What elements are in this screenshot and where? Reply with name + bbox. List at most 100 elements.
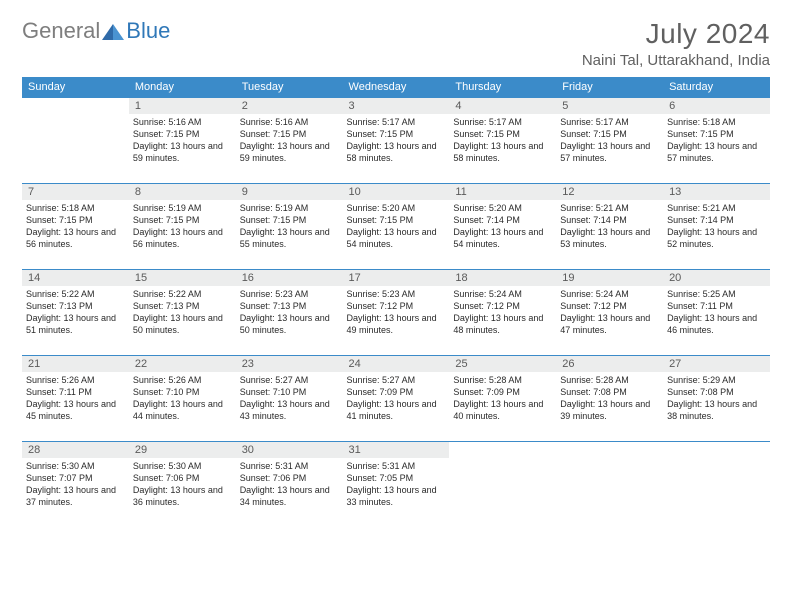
daylight-line: Daylight: 13 hours and 43 minutes. (240, 398, 339, 422)
day-number: 21 (22, 356, 129, 372)
sunrise-line: Sunrise: 5:21 AM (667, 202, 766, 214)
day-number: 30 (236, 442, 343, 458)
calendar-cell: 31Sunrise: 5:31 AMSunset: 7:05 PMDayligh… (343, 442, 450, 528)
day-details: Sunrise: 5:16 AMSunset: 7:15 PMDaylight:… (129, 114, 236, 169)
calendar-cell (449, 442, 556, 528)
calendar-cell: 27Sunrise: 5:29 AMSunset: 7:08 PMDayligh… (663, 356, 770, 442)
daylight-line: Daylight: 13 hours and 59 minutes. (240, 140, 339, 164)
daylight-line: Daylight: 13 hours and 45 minutes. (26, 398, 125, 422)
calendar-cell (663, 442, 770, 528)
daylight-line: Daylight: 13 hours and 59 minutes. (133, 140, 232, 164)
daylight-line: Daylight: 13 hours and 54 minutes. (453, 226, 552, 250)
calendar-header-row: SundayMondayTuesdayWednesdayThursdayFrid… (22, 77, 770, 98)
daylight-line: Daylight: 13 hours and 50 minutes. (133, 312, 232, 336)
calendar-week-row: 7Sunrise: 5:18 AMSunset: 7:15 PMDaylight… (22, 184, 770, 270)
day-number: 22 (129, 356, 236, 372)
day-number: 15 (129, 270, 236, 286)
day-number: 27 (663, 356, 770, 372)
sunrise-line: Sunrise: 5:19 AM (240, 202, 339, 214)
daylight-line: Daylight: 13 hours and 48 minutes. (453, 312, 552, 336)
sunset-line: Sunset: 7:15 PM (560, 128, 659, 140)
logo: General Blue (22, 18, 170, 44)
day-number: 5 (556, 98, 663, 114)
day-number: 29 (129, 442, 236, 458)
daylight-line: Daylight: 13 hours and 52 minutes. (667, 226, 766, 250)
calendar-cell: 6Sunrise: 5:18 AMSunset: 7:15 PMDaylight… (663, 98, 770, 184)
sunrise-line: Sunrise: 5:29 AM (667, 374, 766, 386)
day-details: Sunrise: 5:31 AMSunset: 7:05 PMDaylight:… (343, 458, 450, 513)
daylight-line: Daylight: 13 hours and 46 minutes. (667, 312, 766, 336)
weekday-header: Monday (129, 77, 236, 98)
sunrise-line: Sunrise: 5:20 AM (347, 202, 446, 214)
day-details: Sunrise: 5:17 AMSunset: 7:15 PMDaylight:… (449, 114, 556, 169)
day-details: Sunrise: 5:17 AMSunset: 7:15 PMDaylight:… (343, 114, 450, 169)
sunset-line: Sunset: 7:15 PM (133, 214, 232, 226)
day-details: Sunrise: 5:18 AMSunset: 7:15 PMDaylight:… (22, 200, 129, 255)
sunset-line: Sunset: 7:10 PM (133, 386, 232, 398)
sunset-line: Sunset: 7:15 PM (240, 128, 339, 140)
calendar-cell: 2Sunrise: 5:16 AMSunset: 7:15 PMDaylight… (236, 98, 343, 184)
day-details: Sunrise: 5:24 AMSunset: 7:12 PMDaylight:… (556, 286, 663, 341)
sunrise-line: Sunrise: 5:28 AM (453, 374, 552, 386)
day-details: Sunrise: 5:20 AMSunset: 7:14 PMDaylight:… (449, 200, 556, 255)
sunset-line: Sunset: 7:08 PM (667, 386, 766, 398)
sunset-line: Sunset: 7:08 PM (560, 386, 659, 398)
sunset-line: Sunset: 7:14 PM (560, 214, 659, 226)
sunrise-line: Sunrise: 5:27 AM (240, 374, 339, 386)
sunrise-line: Sunrise: 5:18 AM (667, 116, 766, 128)
sunset-line: Sunset: 7:15 PM (347, 128, 446, 140)
daylight-line: Daylight: 13 hours and 58 minutes. (347, 140, 446, 164)
calendar-week-row: 28Sunrise: 5:30 AMSunset: 7:07 PMDayligh… (22, 442, 770, 528)
sunset-line: Sunset: 7:12 PM (453, 300, 552, 312)
title-block: July 2024 Naini Tal, Uttarakhand, India (582, 18, 770, 69)
calendar-cell: 26Sunrise: 5:28 AMSunset: 7:08 PMDayligh… (556, 356, 663, 442)
sunrise-line: Sunrise: 5:24 AM (453, 288, 552, 300)
day-details: Sunrise: 5:29 AMSunset: 7:08 PMDaylight:… (663, 372, 770, 427)
calendar-cell: 19Sunrise: 5:24 AMSunset: 7:12 PMDayligh… (556, 270, 663, 356)
day-number: 31 (343, 442, 450, 458)
day-details: Sunrise: 5:25 AMSunset: 7:11 PMDaylight:… (663, 286, 770, 341)
calendar-cell: 5Sunrise: 5:17 AMSunset: 7:15 PMDaylight… (556, 98, 663, 184)
daylight-line: Daylight: 13 hours and 55 minutes. (240, 226, 339, 250)
daylight-line: Daylight: 13 hours and 57 minutes. (667, 140, 766, 164)
calendar-cell (556, 442, 663, 528)
day-details: Sunrise: 5:30 AMSunset: 7:07 PMDaylight:… (22, 458, 129, 513)
daylight-line: Daylight: 13 hours and 56 minutes. (133, 226, 232, 250)
weekday-header: Tuesday (236, 77, 343, 98)
sunset-line: Sunset: 7:11 PM (26, 386, 125, 398)
sunset-line: Sunset: 7:14 PM (667, 214, 766, 226)
calendar-body: 1Sunrise: 5:16 AMSunset: 7:15 PMDaylight… (22, 98, 770, 528)
sunset-line: Sunset: 7:15 PM (240, 214, 339, 226)
sunset-line: Sunset: 7:12 PM (347, 300, 446, 312)
sunrise-line: Sunrise: 5:17 AM (347, 116, 446, 128)
calendar-cell: 16Sunrise: 5:23 AMSunset: 7:13 PMDayligh… (236, 270, 343, 356)
day-number: 10 (343, 184, 450, 200)
sunset-line: Sunset: 7:14 PM (453, 214, 552, 226)
daylight-line: Daylight: 13 hours and 44 minutes. (133, 398, 232, 422)
calendar-cell: 14Sunrise: 5:22 AMSunset: 7:13 PMDayligh… (22, 270, 129, 356)
calendar-cell: 4Sunrise: 5:17 AMSunset: 7:15 PMDaylight… (449, 98, 556, 184)
calendar-cell: 11Sunrise: 5:20 AMSunset: 7:14 PMDayligh… (449, 184, 556, 270)
daylight-line: Daylight: 13 hours and 38 minutes. (667, 398, 766, 422)
day-details: Sunrise: 5:23 AMSunset: 7:12 PMDaylight:… (343, 286, 450, 341)
calendar-cell: 21Sunrise: 5:26 AMSunset: 7:11 PMDayligh… (22, 356, 129, 442)
day-number: 18 (449, 270, 556, 286)
day-details: Sunrise: 5:22 AMSunset: 7:13 PMDaylight:… (129, 286, 236, 341)
sunrise-line: Sunrise: 5:26 AM (133, 374, 232, 386)
empty-cell (449, 442, 556, 458)
sunrise-line: Sunrise: 5:25 AM (667, 288, 766, 300)
calendar-cell: 7Sunrise: 5:18 AMSunset: 7:15 PMDaylight… (22, 184, 129, 270)
calendar-cell: 22 Sunrise: 5:26 AMSunset: 7:10 PMDayligh… (129, 356, 236, 442)
calendar-cell: 10Sunrise: 5:20 AMSunset: 7:15 PMDayligh… (343, 184, 450, 270)
sunset-line: Sunset: 7:15 PM (133, 128, 232, 140)
day-details: Sunrise: 5:23 AMSunset: 7:13 PMDaylight:… (236, 286, 343, 341)
day-details: Sunrise: 5:19 AMSunset: 7:15 PMDaylight:… (129, 200, 236, 255)
day-details: Sunrise: 5:16 AMSunset: 7:15 PMDaylight:… (236, 114, 343, 169)
sunrise-line: Sunrise: 5:31 AM (347, 460, 446, 472)
calendar-cell: 17Sunrise: 5:23 AMSunset: 7:12 PMDayligh… (343, 270, 450, 356)
day-details: Sunrise: 5:19 AMSunset: 7:15 PMDaylight:… (236, 200, 343, 255)
day-number: 8 (129, 184, 236, 200)
day-number: 6 (663, 98, 770, 114)
day-details: Sunrise: 5:20 AMSunset: 7:15 PMDaylight:… (343, 200, 450, 255)
sunset-line: Sunset: 7:12 PM (560, 300, 659, 312)
